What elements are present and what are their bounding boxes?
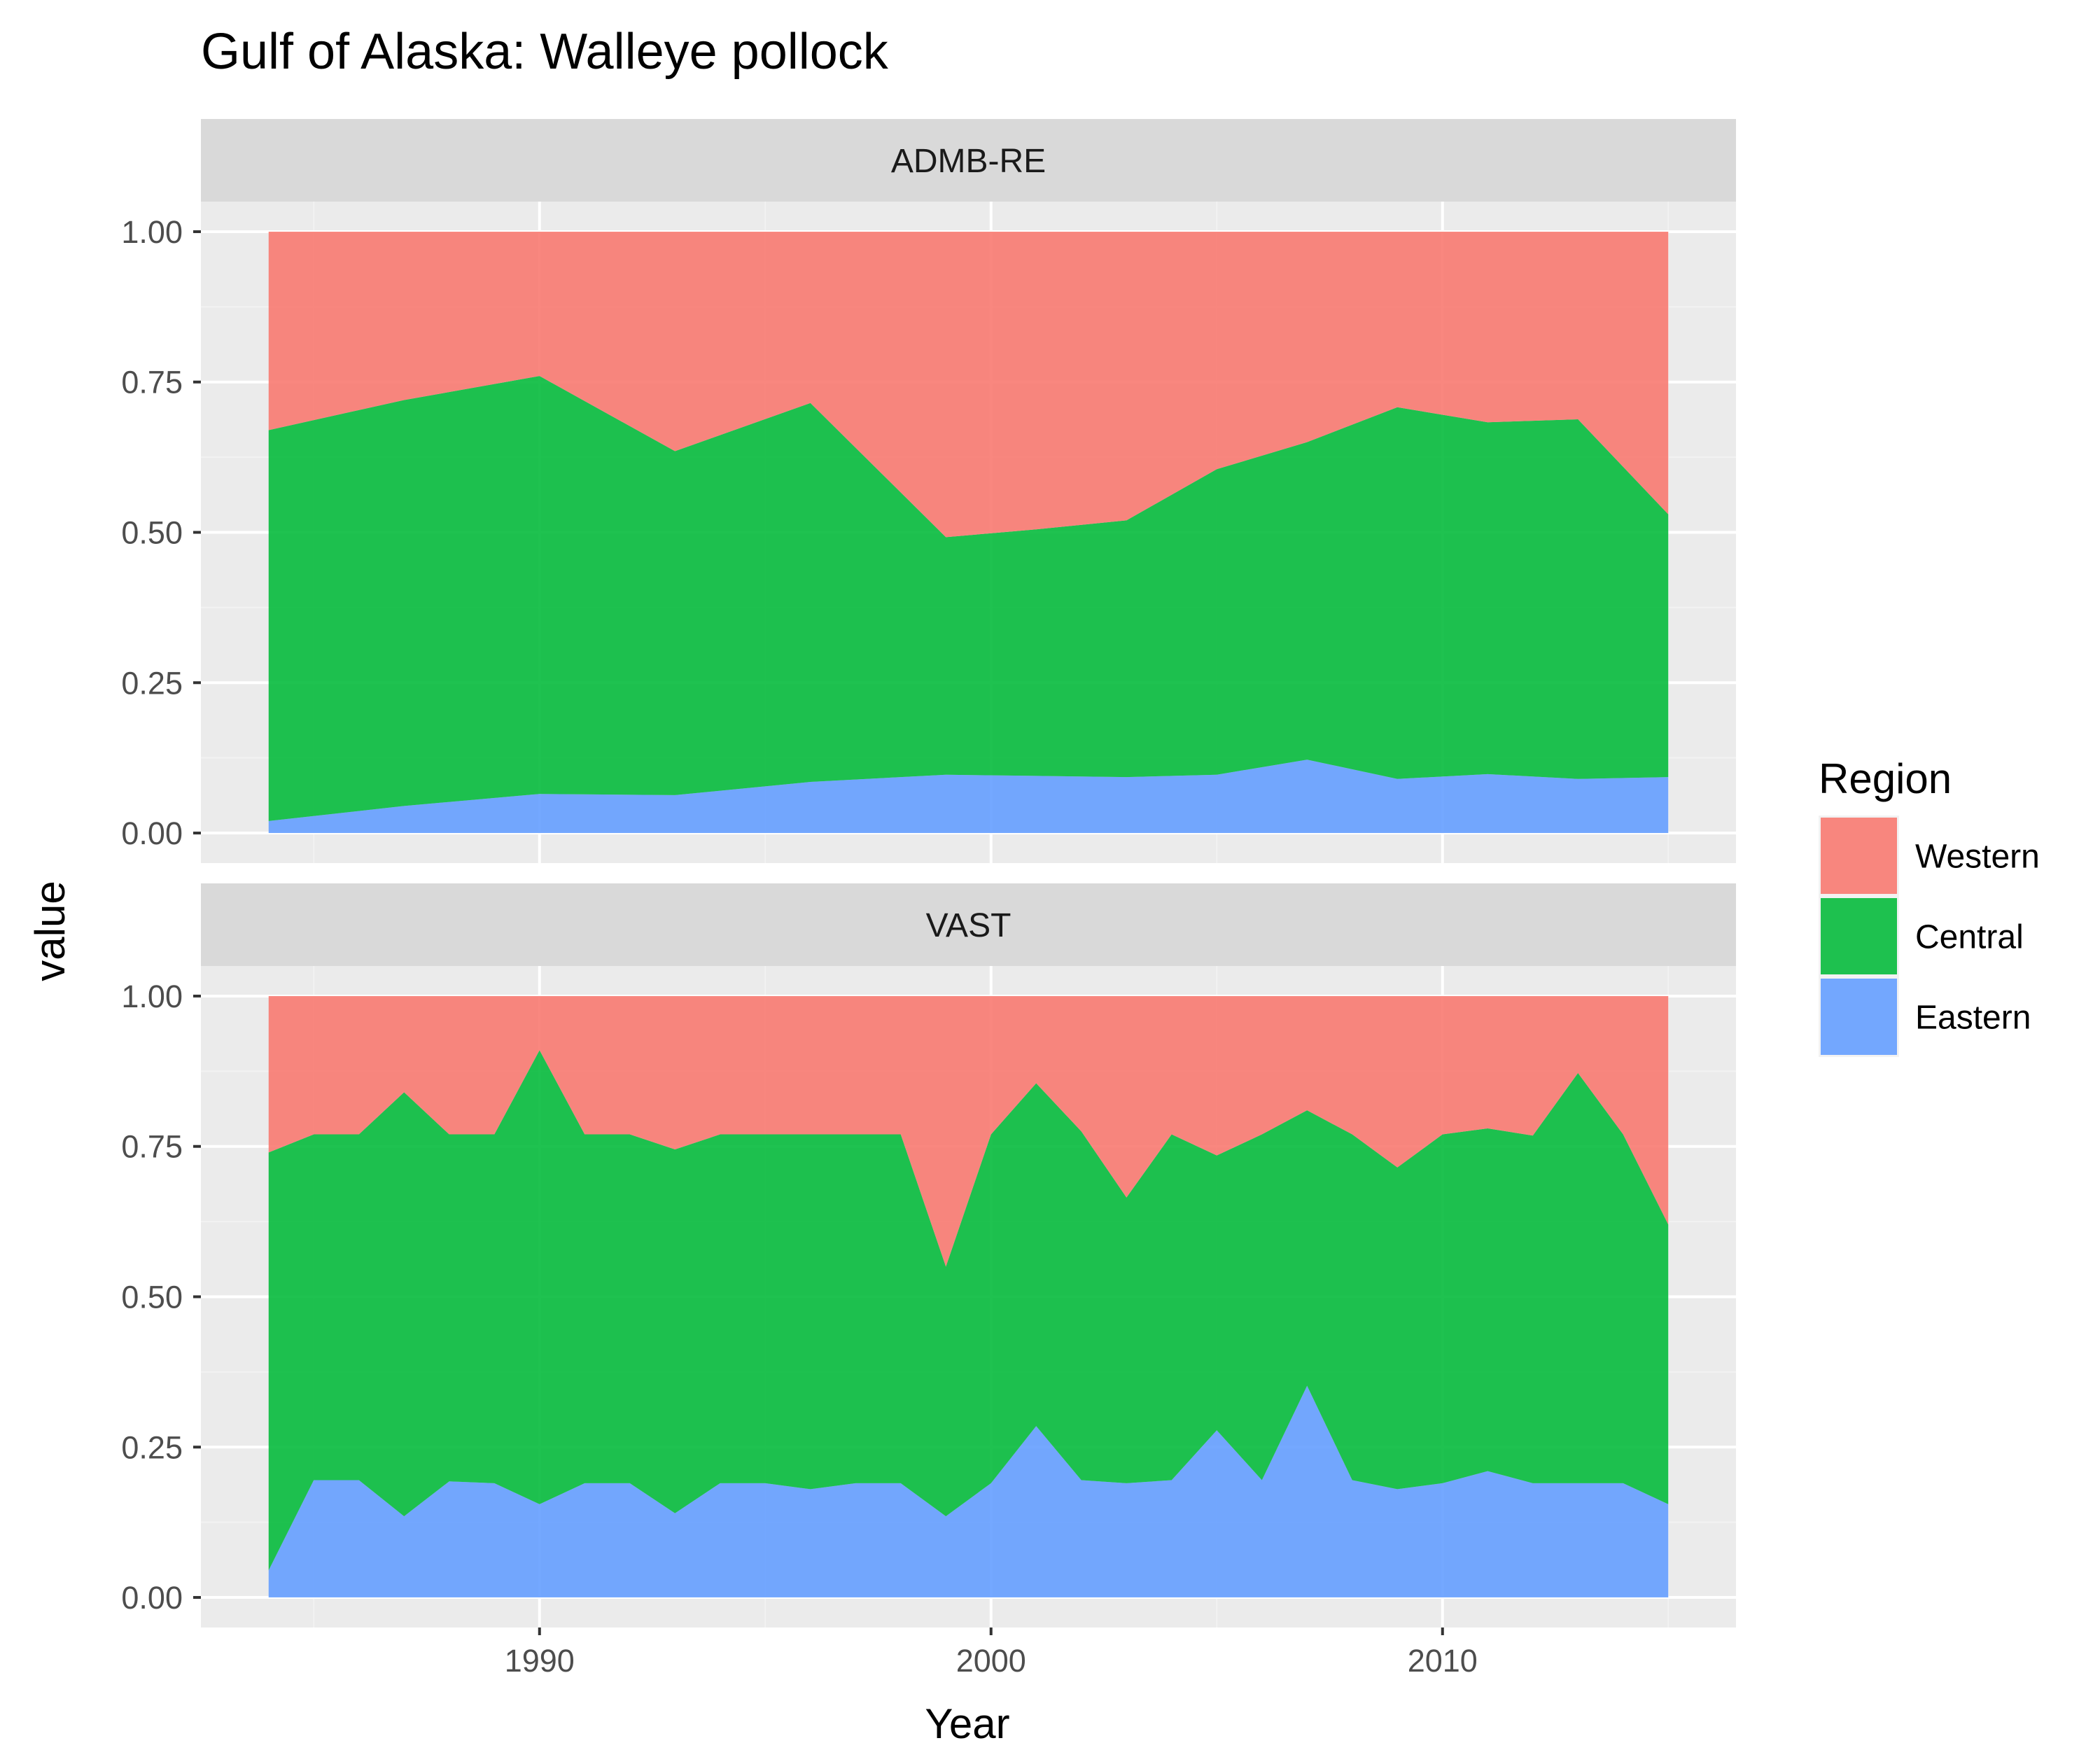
x-tick-label: 1990 <box>505 1643 575 1679</box>
facet-panel-admb-re: ADMB-RE 0.00 0.25 0.50 0.75 1.00 <box>121 119 1736 863</box>
y-tick-label: 0.50 <box>121 515 183 551</box>
y-tick-label: 0.75 <box>121 1129 183 1165</box>
y-tick-label: 0.00 <box>121 816 183 851</box>
legend-swatch-western <box>1821 818 1897 894</box>
facet-strip-label: ADMB-RE <box>891 143 1046 180</box>
facet-panel-vast: VAST 0.00 0.25 0.50 0.75 1.00 <box>121 883 1736 1628</box>
area-western <box>268 995 1669 1267</box>
chart-title: Gulf of Alaska: Walleye pollock <box>201 24 889 80</box>
facet-strip <box>201 119 1736 202</box>
x-tick-label: 2000 <box>956 1643 1026 1679</box>
legend-label-central: Central <box>1915 919 2024 956</box>
area-central <box>268 376 1669 821</box>
y-tick-label: 0.00 <box>121 1580 183 1616</box>
y-tick-label: 0.25 <box>121 1429 183 1465</box>
facet-strip <box>201 883 1736 966</box>
legend: Region Western Central Eastern <box>1819 755 2040 1057</box>
y-tick-label: 0.50 <box>121 1280 183 1315</box>
y-tick-label: 1.00 <box>121 214 183 250</box>
legend-title: Region <box>1819 755 1952 802</box>
legend-swatch-eastern <box>1821 979 1897 1055</box>
area-central <box>268 1050 1669 1571</box>
x-axis: 1990 2000 2010 <box>505 1628 1478 1679</box>
legend-label-eastern: Eastern <box>1915 1000 2031 1037</box>
area-eastern <box>268 760 1669 834</box>
legend-label-western: Western <box>1915 839 2040 876</box>
area-eastern <box>268 1385 1669 1598</box>
facet-panels: ADMB-RE 0.00 0.25 0.50 0.75 1.00 VAST 0.00 0.25 0… <box>121 119 1736 1628</box>
x-tick-label: 2010 <box>1408 1643 1478 1679</box>
y-tick-label: 0.25 <box>121 665 183 701</box>
y-axis-title: value <box>27 881 74 981</box>
legend-swatch-central <box>1821 898 1897 974</box>
area-western <box>268 231 1669 538</box>
x-axis-title: Year <box>925 1700 1009 1747</box>
facet-strip-label: VAST <box>926 907 1011 944</box>
y-tick-label: 0.75 <box>121 365 183 400</box>
y-tick-label: 1.00 <box>121 979 183 1014</box>
